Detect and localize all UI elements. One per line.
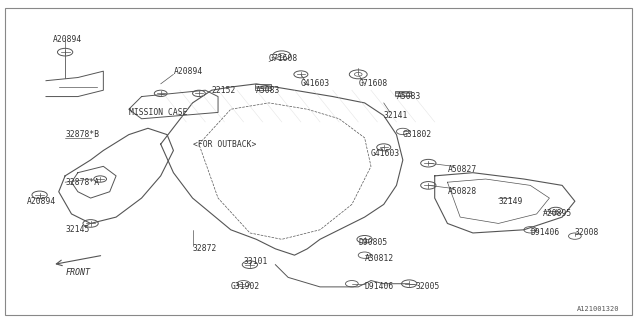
Text: 32141: 32141 xyxy=(384,111,408,120)
Text: 32878*B: 32878*B xyxy=(65,130,99,139)
Text: 32008: 32008 xyxy=(575,228,599,237)
Text: G31902: G31902 xyxy=(231,282,260,292)
Text: A30812: A30812 xyxy=(365,254,394,263)
Text: A20894: A20894 xyxy=(27,197,56,206)
Text: FRONT: FRONT xyxy=(65,268,90,277)
Text: 32145: 32145 xyxy=(65,225,90,234)
Text: A5083: A5083 xyxy=(256,86,281,95)
Text: D91406: D91406 xyxy=(531,228,559,237)
Text: 32149: 32149 xyxy=(499,197,523,206)
Text: <FOR OUTBACK>: <FOR OUTBACK> xyxy=(193,140,256,148)
Text: A20894: A20894 xyxy=(173,67,203,76)
Text: D91406: D91406 xyxy=(365,282,394,292)
Text: 33101: 33101 xyxy=(244,257,268,266)
Text: A121001320: A121001320 xyxy=(577,306,620,312)
Text: G31802: G31802 xyxy=(403,130,432,139)
Text: 32872: 32872 xyxy=(193,244,217,253)
Text: G71608: G71608 xyxy=(269,54,298,63)
Text: A20894: A20894 xyxy=(52,35,82,44)
Text: 32878*A: 32878*A xyxy=(65,178,99,187)
Bar xyxy=(395,91,411,96)
Text: A50827: A50827 xyxy=(447,165,477,174)
Bar xyxy=(255,84,271,90)
Text: D90805: D90805 xyxy=(358,238,387,247)
Text: A5083: A5083 xyxy=(396,92,421,101)
Text: 22152: 22152 xyxy=(212,86,236,95)
Text: A50828: A50828 xyxy=(447,187,477,196)
Text: G41603: G41603 xyxy=(371,149,400,158)
Text: G71608: G71608 xyxy=(358,79,387,88)
Text: MISSION CASE: MISSION CASE xyxy=(129,108,188,117)
Text: 32005: 32005 xyxy=(415,282,440,292)
Text: G41603: G41603 xyxy=(301,79,330,88)
Text: A20895: A20895 xyxy=(543,209,572,219)
